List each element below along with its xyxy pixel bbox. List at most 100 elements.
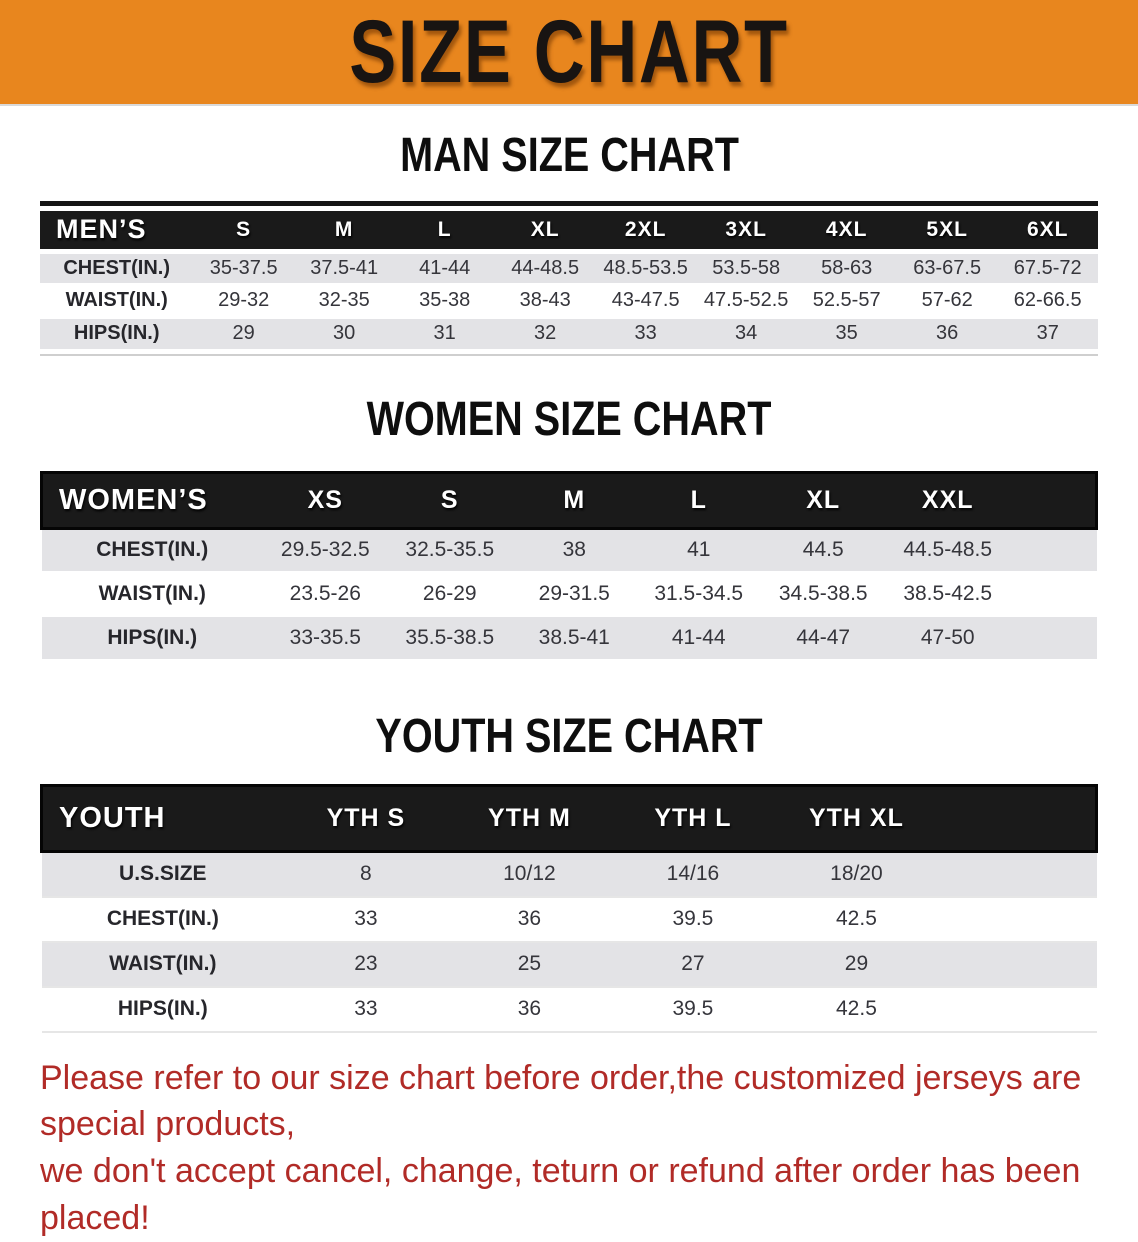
table-corner-label: WOMEN’S — [42, 472, 264, 528]
table-cell: 29-32 — [193, 284, 294, 317]
table-cell: 35-38 — [394, 284, 495, 317]
table-cell: 37.5-41 — [294, 251, 395, 284]
table-cell: 36 — [897, 317, 998, 350]
column-header: YTH XL — [775, 786, 939, 852]
column-header: M — [294, 211, 395, 251]
table-cell: 39.5 — [611, 987, 775, 1032]
row-label: HIPS(IN.) — [42, 616, 264, 660]
filler-cell — [1010, 472, 1097, 528]
column-header: YTH M — [448, 786, 612, 852]
column-header: YTH S — [284, 786, 448, 852]
column-header: 5XL — [897, 211, 998, 251]
row-label: CHEST(IN.) — [42, 897, 285, 942]
table-cell: 44.5-48.5 — [885, 528, 1009, 572]
table-cell: 44-47 — [761, 616, 885, 660]
table-cell: 33-35.5 — [263, 616, 387, 660]
table-cell: 33 — [284, 897, 448, 942]
women-section-heading: WOMEN SIZE CHART — [0, 396, 1138, 441]
table-cell: 31 — [394, 317, 495, 350]
table-cell: 33 — [595, 317, 696, 350]
table-cell: 67.5-72 — [997, 251, 1098, 284]
table-cell: 38 — [512, 528, 636, 572]
column-header: M — [512, 472, 636, 528]
table-cell: 18/20 — [775, 852, 939, 897]
table-cell: 32.5-35.5 — [388, 528, 512, 572]
row-label: CHEST(IN.) — [40, 251, 193, 284]
table-cell: 42.5 — [775, 897, 939, 942]
column-header: 6XL — [997, 211, 1098, 251]
table-cell: 58-63 — [796, 251, 897, 284]
table-cell: 29.5-32.5 — [263, 528, 387, 572]
column-header: 4XL — [796, 211, 897, 251]
table-cell: 35-37.5 — [193, 251, 294, 284]
table-cell: 33 — [284, 987, 448, 1032]
table-cell: 34.5-38.5 — [761, 572, 885, 616]
filler-cell — [938, 942, 1096, 987]
table-cell: 47-50 — [885, 616, 1009, 660]
table-cell: 23 — [284, 942, 448, 987]
column-header: L — [637, 472, 761, 528]
column-header: XS — [263, 472, 387, 528]
table-cell: 37 — [997, 317, 1098, 350]
table-cell: 35.5-38.5 — [388, 616, 512, 660]
table-cell: 36 — [448, 987, 612, 1032]
table-cell: 52.5-57 — [796, 284, 897, 317]
table-cell: 32-35 — [294, 284, 395, 317]
column-header: S — [193, 211, 294, 251]
filler-cell — [938, 786, 1096, 852]
filler-cell — [1010, 528, 1097, 572]
table-cell: 34 — [696, 317, 797, 350]
filler-cell — [938, 852, 1096, 897]
table-cell: 47.5-52.5 — [696, 284, 797, 317]
row-label: U.S.SIZE — [42, 852, 285, 897]
table-cell: 27 — [611, 942, 775, 987]
column-header: XXL — [885, 472, 1009, 528]
table-cell: 26-29 — [388, 572, 512, 616]
table-cell: 8 — [284, 852, 448, 897]
row-label: HIPS(IN.) — [40, 317, 193, 350]
order-policy-note: Please refer to our size chart before or… — [40, 1055, 1118, 1242]
column-header: L — [394, 211, 495, 251]
table-cell: 39.5 — [611, 897, 775, 942]
filler-cell — [1010, 616, 1097, 660]
table-cell: 29-31.5 — [512, 572, 636, 616]
row-label: CHEST(IN.) — [42, 528, 264, 572]
column-header: XL — [761, 472, 885, 528]
table-cell: 62-66.5 — [997, 284, 1098, 317]
table-cell: 36 — [448, 897, 612, 942]
table-cell: 14/16 — [611, 852, 775, 897]
column-header: XL — [495, 211, 596, 251]
table-corner-label: YOUTH — [42, 786, 285, 852]
filler-cell — [938, 897, 1096, 942]
table-cell: 41-44 — [637, 616, 761, 660]
row-label: WAIST(IN.) — [40, 284, 193, 317]
table-cell: 31.5-34.5 — [637, 572, 761, 616]
table-cell: 63-67.5 — [897, 251, 998, 284]
table-cell: 35 — [796, 317, 897, 350]
table-cell: 29 — [193, 317, 294, 350]
table-cell: 23.5-26 — [263, 572, 387, 616]
table-cell: 38.5-41 — [512, 616, 636, 660]
table-cell: 43-47.5 — [595, 284, 696, 317]
column-header: 3XL — [696, 211, 797, 251]
row-label: HIPS(IN.) — [42, 987, 285, 1032]
table-cell: 44-48.5 — [495, 251, 596, 284]
filler-cell — [938, 987, 1096, 1032]
table-cell: 53.5-58 — [696, 251, 797, 284]
table-cell: 41-44 — [394, 251, 495, 284]
